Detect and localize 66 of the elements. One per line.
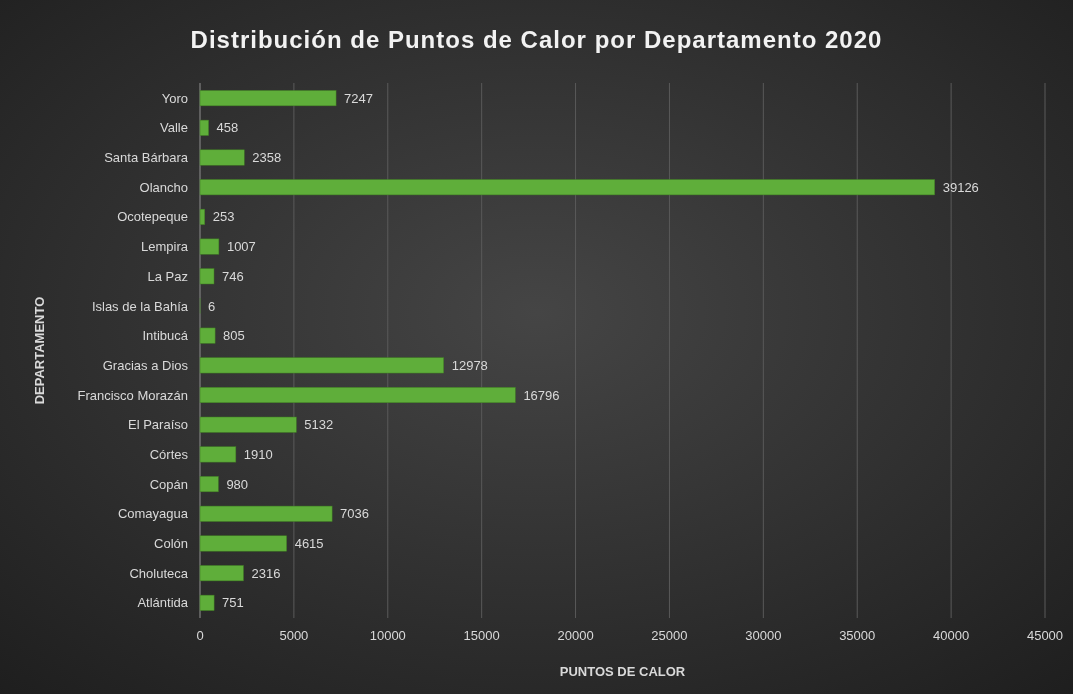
- data-label: 16796: [523, 387, 560, 403]
- y-tick-label: Santa Bárbara: [104, 150, 189, 166]
- y-tick-label: Valle: [160, 120, 188, 136]
- data-label: 1910: [243, 446, 273, 462]
- y-tick-label: Gracias a Dios: [102, 357, 189, 373]
- bar: [199, 90, 337, 107]
- y-tick-label: Yoro: [161, 90, 188, 106]
- bar: [199, 149, 245, 166]
- bar: [199, 416, 297, 433]
- x-tick-label: 10000: [369, 628, 406, 643]
- x-tick-label: 30000: [745, 628, 782, 643]
- y-tick-label: Islas de la Bahía: [91, 298, 189, 314]
- y-tick-label: El Paraíso: [128, 417, 188, 433]
- y-tick-label: Ocotepeque: [117, 209, 188, 225]
- x-axis-title: PUNTOS DE CALOR: [559, 664, 686, 679]
- x-tick-label: 45000: [1026, 628, 1064, 643]
- bar: [199, 179, 935, 196]
- data-label: 980: [226, 476, 249, 492]
- y-tick-label: Córtes: [149, 446, 189, 462]
- data-label: 2316: [251, 565, 281, 581]
- y-tick-label: Copán: [149, 476, 188, 492]
- bar: [199, 594, 215, 611]
- bar: [199, 387, 516, 403]
- y-tick-label: Lempira: [141, 239, 189, 255]
- bar: [199, 238, 220, 255]
- data-label: 746: [222, 268, 244, 284]
- y-tick-label: Atlántida: [137, 595, 189, 611]
- x-tick-label: 5000: [279, 628, 309, 643]
- bar: [199, 119, 209, 136]
- data-label: 39126: [942, 179, 979, 195]
- data-label: 7036: [340, 506, 370, 522]
- bar: [199, 268, 215, 285]
- bar: [199, 535, 287, 552]
- data-label: 5132: [304, 417, 334, 433]
- bar: [199, 565, 244, 582]
- data-label: 1007: [226, 239, 256, 255]
- bar: [199, 208, 205, 225]
- bar: [199, 327, 216, 344]
- bar: [199, 357, 444, 374]
- y-tick-label: Francisco Morazán: [77, 387, 188, 403]
- x-tick-label: 20000: [557, 628, 594, 643]
- data-label: 458: [216, 120, 239, 136]
- x-tick-label: 15000: [463, 628, 500, 643]
- data-label: 12978: [451, 357, 488, 373]
- data-label: 253: [212, 209, 235, 225]
- chart-title: Distribución de Puntos de Calor por Departamento 2020: [190, 26, 883, 53]
- y-tick-label: Comayagua: [117, 506, 189, 522]
- data-label: 7247: [344, 90, 373, 106]
- x-tick-label: 35000: [839, 628, 876, 643]
- y-tick-label: Choluteca: [129, 565, 189, 581]
- data-label: 805: [223, 328, 245, 344]
- y-tick-label: Colón: [154, 536, 188, 552]
- data-label: 2358: [252, 150, 282, 166]
- bar: [199, 476, 219, 493]
- data-label: 4615: [294, 536, 324, 552]
- y-axis-title: DEPARTAMENTO: [32, 296, 47, 405]
- x-tick-label: 40000: [933, 628, 970, 643]
- data-label: 6: [208, 298, 216, 314]
- y-tick-label: La Paz: [147, 268, 188, 284]
- data-label: 751: [222, 595, 244, 611]
- x-tick-label: 25000: [651, 628, 688, 643]
- x-tick-label: 0: [196, 628, 204, 643]
- bar: [199, 505, 333, 522]
- y-tick-label: Intibucá: [142, 328, 189, 344]
- y-tick-label: Olancho: [139, 179, 188, 195]
- bar: [199, 446, 237, 463]
